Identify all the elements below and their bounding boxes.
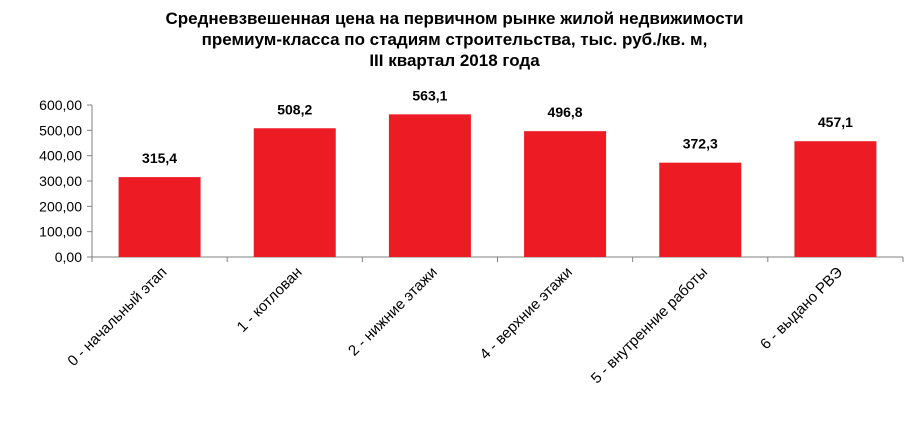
y-tick-label: 0,00 xyxy=(55,249,82,265)
chart-title: Средневзвешенная цена на первичном рынке… xyxy=(0,8,909,71)
chart-title-line-1: Средневзвешенная цена на первичном рынке… xyxy=(165,9,744,28)
y-tick-label: 100,00 xyxy=(39,224,82,240)
bar xyxy=(388,114,471,258)
bars xyxy=(118,114,877,258)
data-label: 315,4 xyxy=(142,150,177,166)
bar xyxy=(794,141,877,257)
category-label: 1 - котлован xyxy=(234,264,306,336)
y-axis: 0,00 100,00 200,00 300,00 400,00 500,00 600,00 xyxy=(39,97,93,265)
bar xyxy=(659,162,742,257)
category-label: 6 - выдано РВЭ xyxy=(757,264,846,353)
bar xyxy=(253,128,336,257)
category-label: 2 - нижние этажи xyxy=(345,264,441,360)
data-label: 508,2 xyxy=(277,101,312,117)
chart-title-line-2: премиум-класса по стадиям строительства,… xyxy=(201,30,708,49)
y-tick-label: 200,00 xyxy=(39,198,82,214)
y-tick-label: 600,00 xyxy=(39,97,82,113)
bar xyxy=(524,131,607,257)
y-tick-label: 400,00 xyxy=(39,148,82,164)
data-label: 496,8 xyxy=(548,104,583,120)
category-label: 4 - верхние этажи xyxy=(477,264,576,363)
data-label: 457,1 xyxy=(818,114,853,130)
data-label: 563,1 xyxy=(412,87,447,103)
y-tick-label: 300,00 xyxy=(39,173,82,189)
category-labels: 0 - начальный этап 1 - котлован 2 - нижние… xyxy=(64,264,846,387)
data-labels: 315,4 508,2 563,1 496,8 372,3 457,1 xyxy=(142,87,853,166)
data-label: 372,3 xyxy=(683,136,718,152)
chart-title-line-3: III квартал 2018 года xyxy=(369,51,540,70)
y-tick-label: 500,00 xyxy=(39,122,82,138)
category-label: 5 - внутренние работы xyxy=(588,264,711,387)
bar xyxy=(118,177,201,257)
x-axis xyxy=(91,256,904,262)
category-label: 0 - начальный этап xyxy=(64,264,170,370)
